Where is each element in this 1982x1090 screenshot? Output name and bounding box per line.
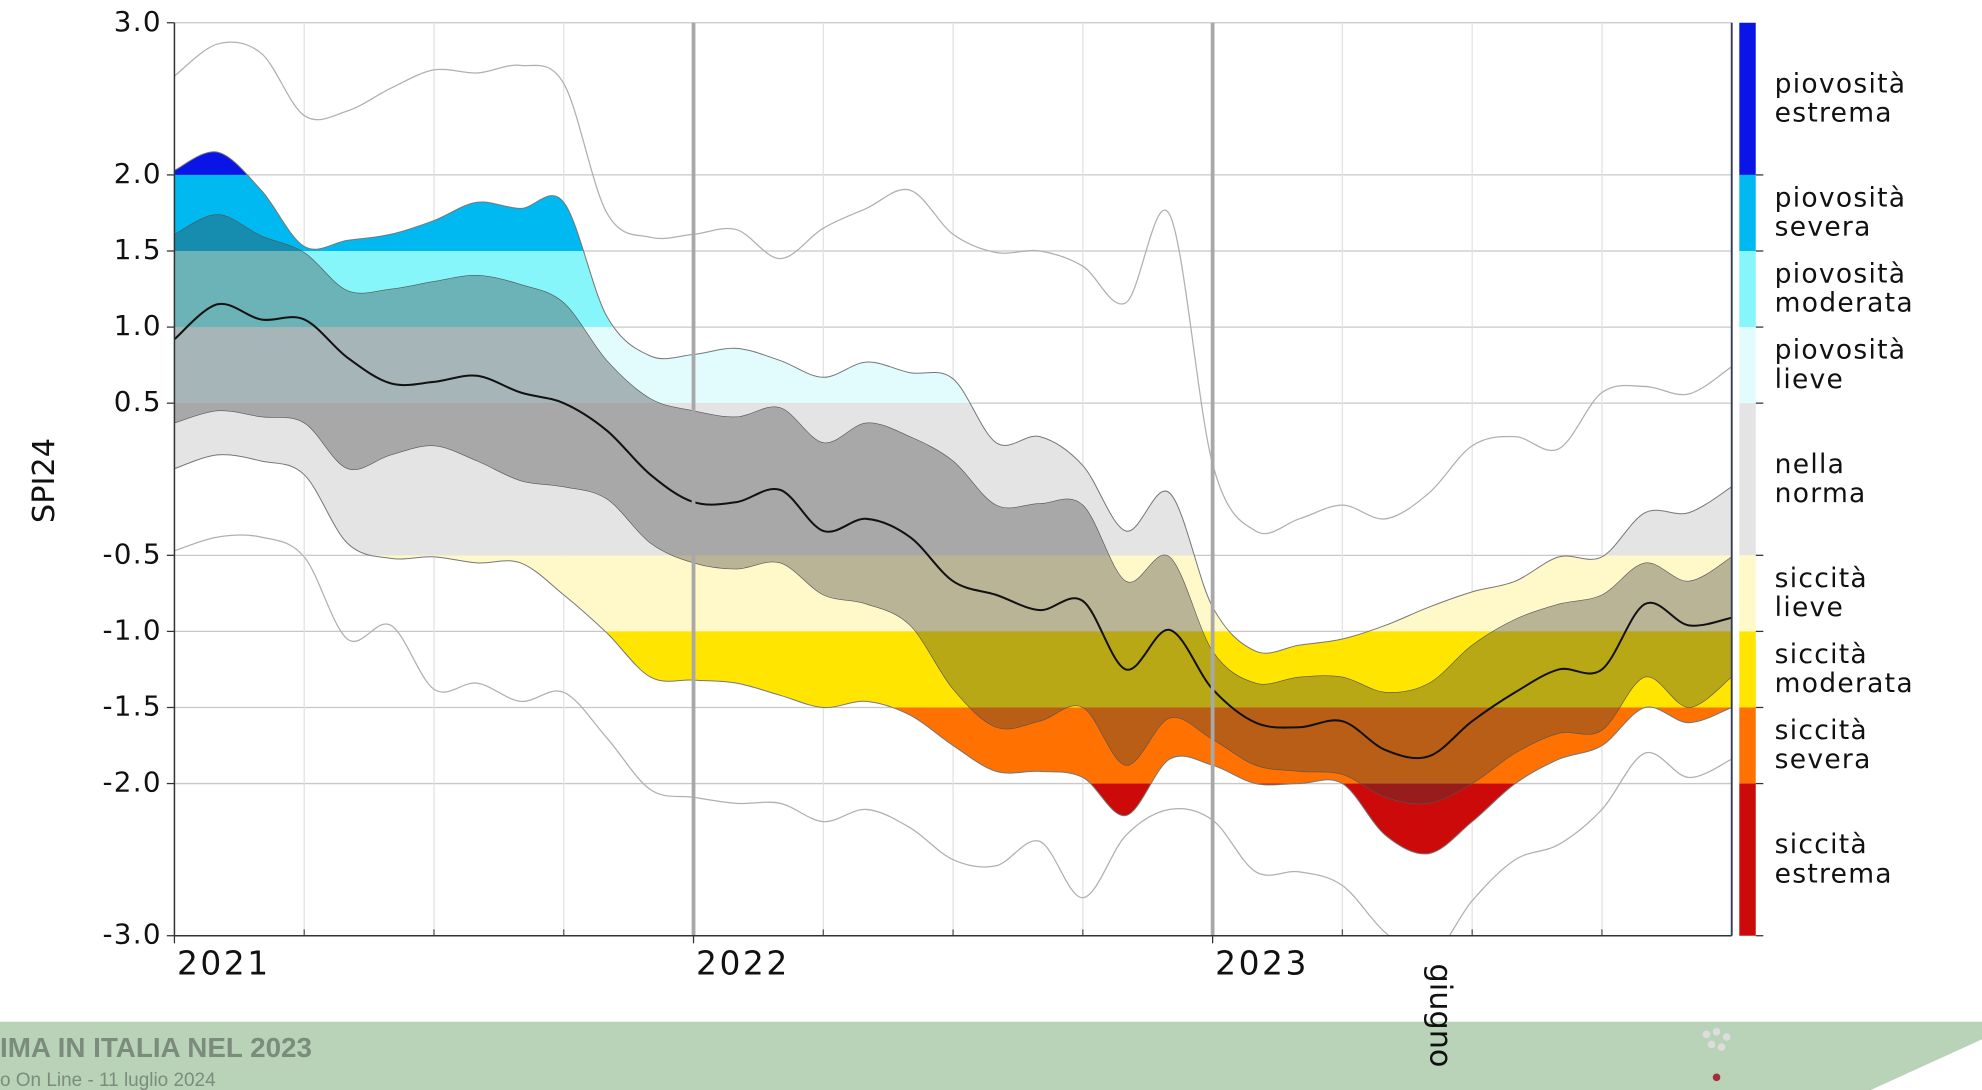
legend-label: estrema bbox=[1775, 98, 1893, 129]
legend-label: siccità bbox=[1775, 639, 1868, 670]
legend-swatch bbox=[1739, 22, 1756, 175]
legend-label: nella bbox=[1775, 449, 1845, 480]
logo-dot bbox=[1707, 1040, 1716, 1049]
legend-label: moderata bbox=[1775, 668, 1914, 699]
annotation: giugno bbox=[1423, 964, 1458, 1068]
legend-swatch bbox=[1739, 783, 1756, 936]
x-tick-label: 2023 bbox=[1215, 943, 1309, 982]
legend-label: lieve bbox=[1775, 364, 1844, 395]
footer-title: IMA IN ITALIA NEL 2023 bbox=[0, 1032, 312, 1063]
x-tick-label: 2021 bbox=[177, 943, 271, 982]
legend-label: piovosità bbox=[1775, 335, 1907, 366]
legend-label: severa bbox=[1775, 212, 1872, 243]
legend-label: estrema bbox=[1775, 858, 1893, 889]
legend-swatch bbox=[1739, 631, 1756, 708]
y-tick-label: 0.5 bbox=[114, 385, 162, 418]
y-tick-label: -0.5 bbox=[103, 537, 162, 570]
y-tick-label: 2.0 bbox=[114, 157, 162, 190]
x-tick-label: 2022 bbox=[696, 943, 790, 982]
legend-label: lieve bbox=[1775, 592, 1844, 623]
y-tick-label: 1.0 bbox=[114, 309, 162, 342]
legend-label: norma bbox=[1775, 478, 1867, 509]
legend-label: piovosità bbox=[1775, 183, 1907, 214]
y-tick-label: -3.0 bbox=[103, 918, 162, 951]
envelope-line bbox=[174, 41, 1732, 535]
logo-dot bbox=[1712, 1073, 1721, 1082]
logo-dot bbox=[1717, 1043, 1726, 1051]
median-line bbox=[173, 302, 1732, 760]
legend-label: moderata bbox=[1775, 288, 1914, 319]
y-tick-label: -1.0 bbox=[103, 613, 162, 646]
y-tick-label: -1.5 bbox=[103, 689, 162, 722]
legend-label: piovosità bbox=[1775, 68, 1907, 99]
footer-logo bbox=[1702, 1028, 1731, 1082]
footer-subtitle: o On Line - 11 luglio 2024 bbox=[0, 1070, 216, 1090]
legend-label: siccità bbox=[1775, 715, 1868, 746]
logo-dot bbox=[1702, 1030, 1711, 1039]
envelope-group bbox=[174, 41, 1732, 936]
y-tick-label: 3.0 bbox=[114, 5, 162, 38]
y-axis-label: SPI24 bbox=[27, 438, 62, 523]
legend-swatch bbox=[1739, 174, 1756, 252]
envelope-line bbox=[174, 534, 1732, 936]
legend-swatch bbox=[1739, 403, 1756, 556]
legend-swatch bbox=[1739, 707, 1756, 784]
logo-dot bbox=[1722, 1033, 1731, 1041]
legend-label: siccità bbox=[1775, 563, 1868, 594]
logo-dot bbox=[1712, 1028, 1721, 1036]
legend-swatch bbox=[1739, 327, 1756, 404]
footer-band bbox=[0, 1021, 1982, 1090]
legend-label: piovosità bbox=[1775, 259, 1907, 290]
legend-swatch bbox=[1739, 251, 1756, 328]
y-tick-label: -2.0 bbox=[103, 766, 162, 799]
legend-label: siccità bbox=[1775, 829, 1868, 860]
legend-label: severa bbox=[1775, 744, 1872, 775]
legend-swatch bbox=[1739, 555, 1756, 632]
y-tick-label: 1.5 bbox=[114, 233, 162, 266]
